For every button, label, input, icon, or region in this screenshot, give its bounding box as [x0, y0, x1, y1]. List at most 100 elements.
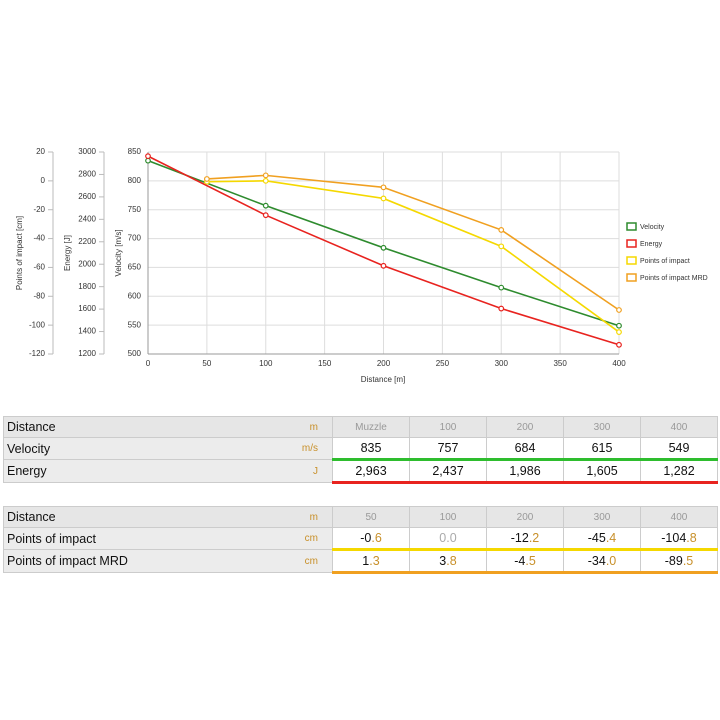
y-axis-title: Velocity [m/s]	[114, 229, 123, 276]
cell: -12.2	[486, 527, 564, 551]
y-axis-title: Energy [J]	[63, 235, 72, 271]
cell: 615	[563, 437, 641, 461]
legend-label: Points of impact	[640, 258, 690, 265]
y-tick-label: 2000	[78, 259, 96, 268]
row-unit: m	[285, 506, 333, 528]
cell: -104.8	[640, 527, 718, 551]
data-row: Points of impact cm -0.6 0.0 -12.2 -45.4 -104.…	[3, 527, 718, 551]
cell: 757	[409, 437, 487, 461]
row-unit: cm	[285, 549, 333, 573]
point	[380, 184, 387, 191]
point	[380, 244, 387, 251]
point	[616, 329, 622, 335]
y-tick-label: 1600	[78, 304, 96, 313]
y-tick-label: 800	[128, 176, 142, 185]
point	[498, 305, 505, 312]
series-line	[206, 180, 620, 333]
cell: 549	[640, 437, 718, 461]
cell: 684	[486, 437, 564, 461]
cell: 300	[563, 506, 641, 528]
point	[498, 227, 505, 233]
legend-swatch	[626, 222, 637, 231]
cell: 1,986	[486, 459, 564, 484]
row-unit: J	[285, 459, 333, 483]
cell: 200	[486, 416, 564, 438]
cell: -4.5	[486, 549, 564, 574]
x-tick-label: 0	[146, 359, 151, 368]
y-tick-label: 2400	[78, 214, 96, 223]
cell: -34.0	[563, 549, 641, 574]
row-label: Distance	[3, 506, 285, 528]
cell: 1.3	[332, 549, 410, 574]
point	[262, 172, 269, 179]
legend-label: Points of impact MRD	[640, 275, 708, 282]
cell: 2,963	[332, 459, 410, 484]
cell: 835	[332, 437, 410, 461]
point	[145, 153, 151, 160]
x-axis-title: Distance [m]	[361, 375, 405, 384]
cell: 400	[640, 416, 718, 438]
x-tick-label: 150	[318, 359, 332, 368]
cell: 1,605	[563, 459, 641, 484]
cell: 300	[563, 416, 641, 438]
y-tick-label: 850	[128, 147, 142, 156]
y-tick-label: 1400	[78, 327, 96, 336]
point	[262, 212, 269, 219]
point	[616, 341, 622, 348]
point	[616, 307, 622, 313]
y-tick-label: 700	[128, 234, 142, 243]
header-row: Distance m 50 100 200 300 400	[3, 506, 718, 528]
y-tick-label: -80	[33, 291, 45, 300]
x-tick-label: 100	[259, 359, 273, 368]
row-unit: m	[285, 416, 333, 438]
point	[380, 262, 387, 269]
header-row: Distance m Muzzle 100 200 300 400	[3, 416, 718, 438]
y-tick-label: 650	[128, 263, 142, 272]
cell: 200	[486, 506, 564, 528]
point	[380, 195, 387, 202]
cell: 0.0	[409, 527, 487, 551]
row-label: Energy	[3, 459, 285, 483]
legend-label: Energy	[640, 241, 663, 248]
cell: -89.5	[640, 549, 718, 574]
cell: 3.8	[409, 549, 487, 574]
cell: 400	[640, 506, 718, 528]
row-unit: m/s	[285, 437, 333, 460]
y-tick-label: 750	[128, 205, 142, 214]
y-tick-label: 2800	[78, 170, 96, 179]
cell: -0.6	[332, 527, 410, 551]
y-tick-label: -20	[33, 205, 45, 214]
cell: 100	[409, 416, 487, 438]
y-tick-label: 20	[36, 147, 45, 156]
point	[498, 243, 505, 250]
x-tick-label: 300	[495, 359, 509, 368]
y-tick-label: 500	[128, 349, 142, 358]
data-row: Velocity m/s 835 757 684 615 549	[3, 437, 718, 461]
row-label: Points of impact	[3, 527, 285, 550]
cell: Muzzle	[332, 416, 410, 438]
row-unit: cm	[285, 527, 333, 550]
point	[616, 322, 622, 329]
data-row: Points of impact MRD cm 1.3 3.8 -4.5 -34.0 -89…	[3, 549, 718, 574]
y-tick-label: -40	[33, 234, 45, 243]
cell: 2,437	[409, 459, 487, 484]
chart: Distance [m] 500550600650700750800850Vel…	[15, 147, 708, 384]
table-velocity-energy: Distance m Muzzle 100 200 300 400 Velocity m/s 83…	[3, 416, 718, 484]
point	[498, 284, 505, 291]
row-label: Velocity	[3, 437, 285, 460]
y-tick-label: -60	[33, 263, 45, 272]
legend-swatch	[626, 239, 637, 248]
y-tick-label: 3000	[78, 147, 96, 156]
legend-label: Velocity	[640, 224, 665, 231]
y-tick-label: -120	[29, 349, 46, 358]
point	[262, 202, 269, 209]
legend-swatch	[626, 273, 637, 282]
y-tick-label: 550	[128, 320, 142, 329]
y-axis-title: Points of impact [cm]	[15, 216, 24, 290]
x-tick-label: 400	[612, 359, 626, 368]
y-tick-label: -100	[29, 320, 46, 329]
y-tick-label: 2600	[78, 192, 96, 201]
x-tick-label: 50	[202, 359, 211, 368]
y-tick-label: 1200	[78, 349, 96, 358]
point	[203, 176, 210, 182]
